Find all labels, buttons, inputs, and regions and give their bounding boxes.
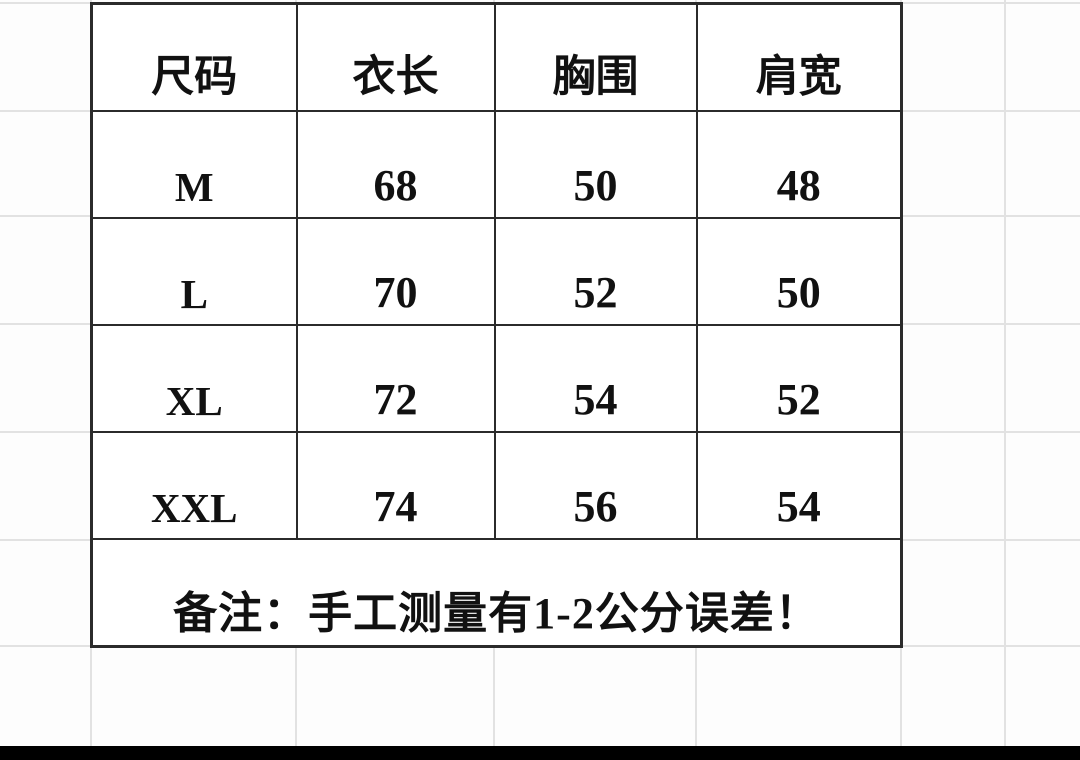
cell-size: L (90, 216, 298, 326)
column-header-size: 尺码 (90, 2, 298, 112)
table-row-m: M 68 50 48 (90, 109, 903, 219)
column-header-shoulder: 肩宽 (695, 2, 903, 112)
table-row-l: L 70 52 50 (90, 216, 903, 326)
header-row: 尺码 衣长 胸围 肩宽 (90, 2, 903, 112)
cell-shoulder: 52 (695, 323, 903, 433)
cell-shoulder: 50 (695, 216, 903, 326)
column-header-chest: 胸围 (493, 2, 698, 112)
bottom-black-bar (0, 746, 1080, 760)
size-chart-table: 尺码 衣长 胸围 肩宽 M 68 50 48 L 70 52 50 XL 72 … (90, 2, 903, 648)
note-row: 备注：手工测量有1-2公分误差！ (90, 537, 903, 648)
table-row-xl: XL 72 54 52 (90, 323, 903, 433)
table-row-xxl: XXL 74 56 54 (90, 430, 903, 540)
cell-chest: 50 (493, 109, 698, 219)
column-header-length: 衣长 (295, 2, 496, 112)
cell-length: 72 (295, 323, 496, 433)
cell-chest: 54 (493, 323, 698, 433)
cell-shoulder: 48 (695, 109, 903, 219)
cell-chest: 56 (493, 430, 698, 540)
cell-length: 70 (295, 216, 496, 326)
grid-line-vertical (1004, 0, 1006, 746)
measurement-note: 备注：手工测量有1-2公分误差！ (90, 537, 903, 648)
cell-chest: 52 (493, 216, 698, 326)
cell-size: XXL (90, 430, 298, 540)
cell-length: 74 (295, 430, 496, 540)
cell-shoulder: 54 (695, 430, 903, 540)
cell-length: 68 (295, 109, 496, 219)
cell-size: M (90, 109, 298, 219)
cell-size: XL (90, 323, 298, 433)
